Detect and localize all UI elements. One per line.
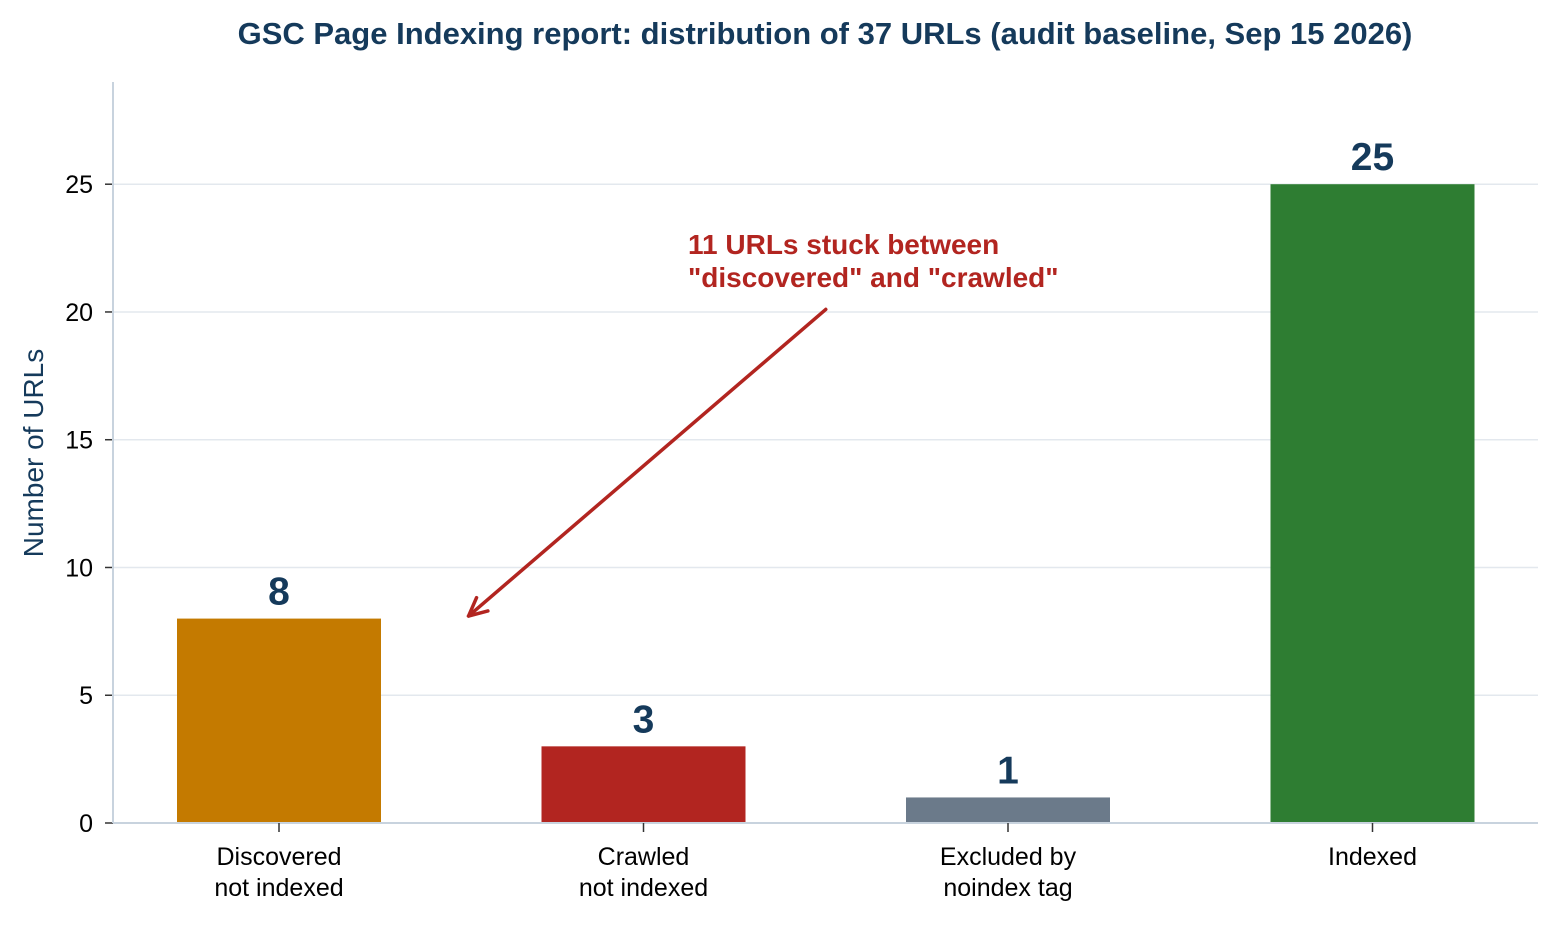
y-tick-label: 10 <box>65 554 93 582</box>
y-tick-label: 5 <box>79 682 93 710</box>
x-tick-label: Discovered not indexed <box>214 843 343 902</box>
bar <box>541 746 746 823</box>
annotation: 11 URLs stuck between "discovered" and "c… <box>466 229 1059 618</box>
y-axis-label: Number of URLs <box>18 349 49 558</box>
bar <box>906 797 1110 823</box>
y-tick-label: 0 <box>79 810 93 838</box>
x-tick-label: Indexed <box>1328 843 1417 871</box>
data-labels: 8 3 1 25 <box>268 136 1394 792</box>
chart-title: GSC Page Indexing report: distribution o… <box>238 16 1413 51</box>
annotation-arrow-head <box>466 595 490 618</box>
bar-value-label: 3 <box>633 698 655 741</box>
bar <box>177 618 381 823</box>
bar-value-label: 1 <box>997 749 1019 792</box>
bar-value-label: 8 <box>268 571 290 614</box>
annotation-text: 11 URLs stuck between "discovered" and "c… <box>688 229 1059 293</box>
y-tick-label: 15 <box>65 427 93 455</box>
bar-value-label: 25 <box>1351 136 1394 179</box>
y-tick-label: 20 <box>65 299 93 327</box>
y-tick-label: 25 <box>65 171 93 199</box>
x-tick-label: Excluded by noindex tag <box>940 843 1077 902</box>
bars <box>177 184 1475 823</box>
axes: 0 5 10 15 20 25 Discovered not indexed Crawled no… <box>65 82 1538 902</box>
bar <box>1270 184 1475 823</box>
annotation-arrow-line <box>466 307 828 618</box>
x-tick-label: Crawled not indexed <box>579 843 708 902</box>
